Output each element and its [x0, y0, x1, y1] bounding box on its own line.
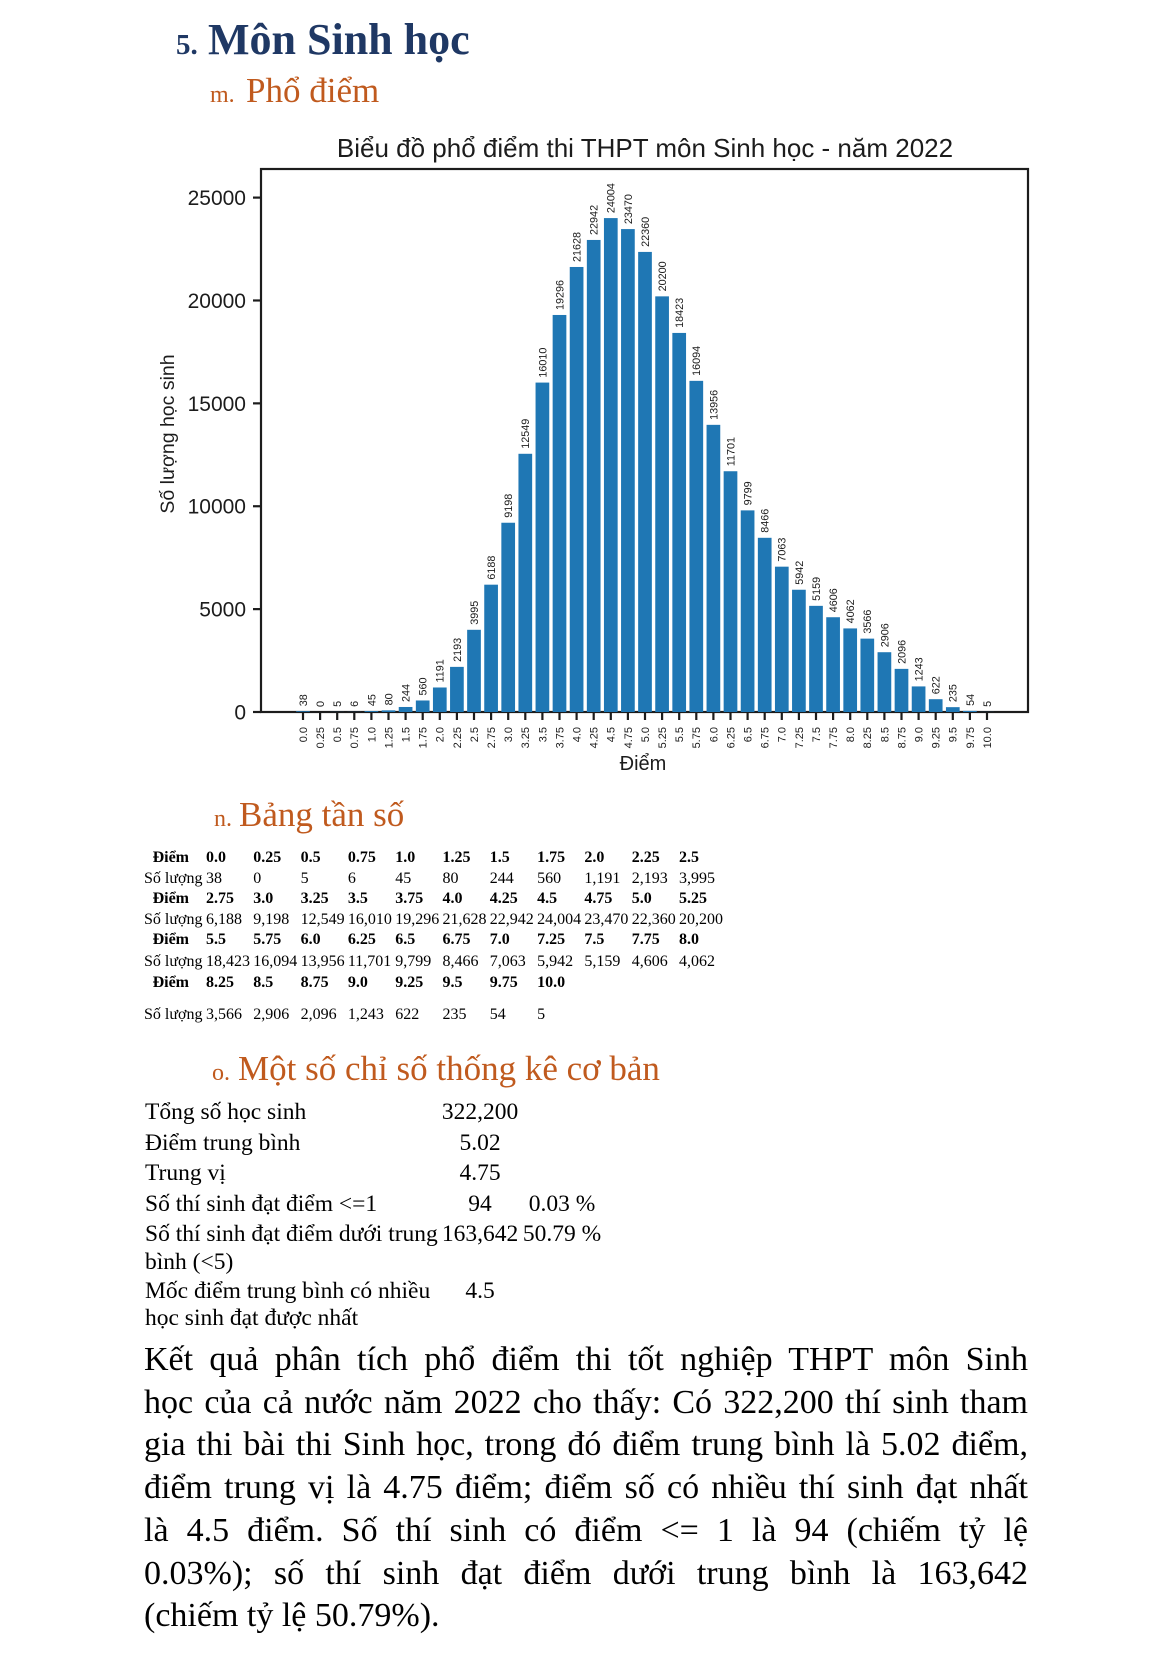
svg-text:7.0: 7.0 [777, 727, 789, 742]
svg-text:9.75: 9.75 [965, 727, 977, 748]
svg-text:6.25: 6.25 [725, 727, 737, 748]
svg-text:13956: 13956 [708, 390, 720, 420]
svg-text:2096: 2096 [896, 640, 908, 664]
svg-text:20200: 20200 [657, 261, 669, 291]
svg-text:622: 622 [931, 676, 943, 694]
svg-text:244: 244 [401, 684, 413, 702]
svg-text:5.0: 5.0 [640, 727, 652, 742]
svg-text:80: 80 [383, 693, 395, 705]
svg-text:3.5: 3.5 [537, 727, 549, 742]
svg-text:8.25: 8.25 [862, 727, 874, 748]
svg-text:8.0: 8.0 [845, 727, 857, 742]
svg-text:6.5: 6.5 [743, 727, 755, 742]
svg-text:7.5: 7.5 [811, 727, 823, 742]
svg-text:10.0: 10.0 [982, 727, 994, 748]
svg-text:8466: 8466 [760, 509, 772, 533]
svg-text:Biểu đồ phổ điểm thi THPT môn: Biểu đồ phổ điểm thi THPT môn Sinh học -… [337, 133, 953, 163]
svg-text:8.75: 8.75 [896, 727, 908, 748]
svg-text:6188: 6188 [486, 556, 498, 580]
svg-text:2.25: 2.25 [452, 727, 464, 748]
svg-text:7063: 7063 [777, 538, 789, 562]
svg-text:1.0: 1.0 [366, 727, 378, 742]
svg-text:4.25: 4.25 [589, 727, 601, 748]
svg-text:560: 560 [418, 677, 430, 695]
svg-text:5: 5 [982, 701, 994, 707]
svg-text:2.0: 2.0 [435, 727, 447, 742]
svg-text:6.75: 6.75 [760, 727, 772, 748]
svg-text:2.5: 2.5 [469, 727, 481, 742]
svg-text:22360: 22360 [640, 217, 652, 247]
svg-text:5: 5 [332, 701, 344, 707]
svg-text:2.75: 2.75 [486, 727, 498, 748]
svg-text:1243: 1243 [914, 657, 926, 681]
svg-text:5.25: 5.25 [657, 727, 669, 748]
svg-text:25000: 25000 [188, 187, 246, 210]
svg-text:0: 0 [234, 702, 246, 725]
svg-text:54: 54 [965, 694, 977, 706]
svg-text:2906: 2906 [879, 623, 891, 647]
svg-text:12549: 12549 [520, 419, 532, 449]
svg-text:11701: 11701 [725, 437, 737, 466]
svg-text:8.5: 8.5 [879, 727, 891, 742]
svg-text:1.75: 1.75 [418, 727, 430, 748]
svg-text:19296: 19296 [554, 280, 566, 310]
svg-text:235: 235 [948, 684, 960, 702]
svg-text:2193: 2193 [452, 638, 464, 662]
svg-text:20000: 20000 [188, 290, 246, 313]
svg-text:3995: 3995 [469, 601, 481, 625]
svg-text:10000: 10000 [188, 496, 246, 519]
svg-text:23470: 23470 [623, 194, 635, 224]
svg-text:45: 45 [366, 694, 378, 706]
svg-text:0.75: 0.75 [349, 727, 361, 748]
svg-text:9799: 9799 [743, 481, 755, 505]
svg-text:18423: 18423 [674, 298, 686, 328]
svg-text:24004: 24004 [606, 183, 618, 213]
svg-text:38: 38 [298, 694, 310, 706]
svg-text:6: 6 [349, 701, 361, 707]
svg-text:5000: 5000 [199, 599, 246, 622]
svg-text:3.0: 3.0 [503, 727, 515, 742]
svg-text:5159: 5159 [811, 577, 823, 601]
svg-text:5.75: 5.75 [691, 727, 703, 748]
svg-text:9.0: 9.0 [914, 727, 926, 742]
svg-text:0.0: 0.0 [298, 727, 310, 742]
svg-text:15000: 15000 [188, 393, 246, 416]
svg-text:5942: 5942 [794, 561, 806, 585]
svg-text:0.5: 0.5 [332, 727, 344, 742]
svg-text:22942: 22942 [589, 205, 601, 235]
svg-text:9.25: 9.25 [931, 727, 943, 748]
svg-text:4.5: 4.5 [606, 727, 618, 742]
svg-text:Điểm: Điểm [620, 753, 667, 775]
svg-text:21628: 21628 [572, 232, 584, 262]
svg-text:6.0: 6.0 [708, 727, 720, 742]
svg-text:16010: 16010 [537, 348, 549, 378]
svg-text:3.25: 3.25 [520, 727, 532, 748]
svg-text:1.5: 1.5 [401, 727, 413, 742]
svg-text:Số lượng học sinh: Số lượng học sinh [157, 354, 179, 513]
svg-text:4062: 4062 [845, 599, 857, 623]
svg-text:4.75: 4.75 [623, 727, 635, 748]
svg-text:5.5: 5.5 [674, 727, 686, 742]
svg-text:9198: 9198 [503, 494, 515, 518]
svg-text:0: 0 [315, 701, 327, 707]
svg-text:4.0: 4.0 [572, 727, 584, 742]
svg-text:3.75: 3.75 [554, 727, 566, 748]
svg-text:7.75: 7.75 [828, 727, 840, 748]
svg-text:16094: 16094 [691, 346, 703, 376]
svg-text:0.25: 0.25 [315, 727, 327, 748]
svg-text:7.25: 7.25 [794, 727, 806, 748]
svg-text:1191: 1191 [435, 659, 447, 682]
svg-text:1.25: 1.25 [383, 727, 395, 748]
svg-text:3566: 3566 [862, 610, 874, 634]
svg-text:4606: 4606 [828, 588, 840, 612]
svg-text:9.5: 9.5 [948, 727, 960, 742]
